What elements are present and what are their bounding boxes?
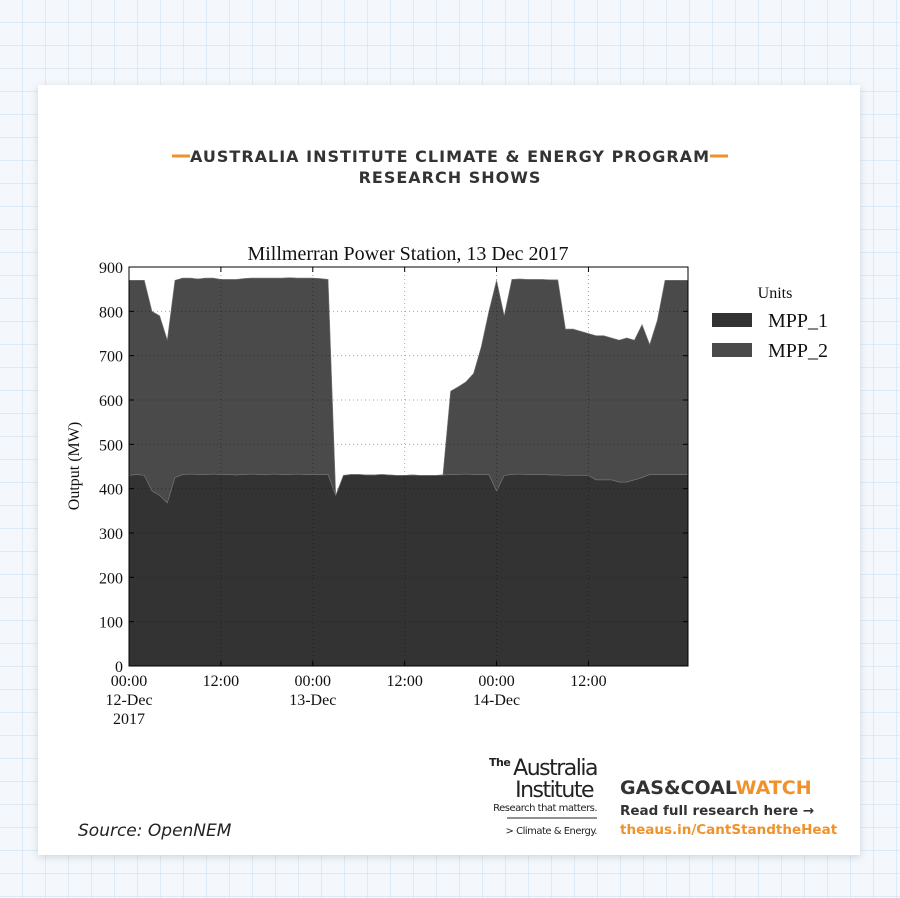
- x-tick-label-line: 00:00: [478, 673, 514, 690]
- logo-line2: Institute: [515, 778, 594, 803]
- y-tick-label: 200: [99, 570, 123, 587]
- y-tick-label: 0: [115, 659, 123, 676]
- logo-line1: Australia: [513, 756, 597, 781]
- x-tick-label: 00:00 14-Dec: [473, 673, 520, 709]
- legend-label: MPP_2: [768, 340, 828, 362]
- legend-label: MPP_1: [768, 310, 828, 332]
- y-tick-label: 400: [99, 482, 123, 499]
- y-tick-label: 300: [99, 526, 123, 543]
- x-tick-label: 12:00: [386, 673, 422, 690]
- logo-the: The: [489, 756, 510, 769]
- x-tick-label-line: 00:00: [111, 673, 147, 690]
- y-tick-label: 900: [99, 260, 123, 277]
- legend-title: Units: [758, 285, 793, 302]
- brand: GAS&COALWATCH: [620, 777, 812, 799]
- y-tick-label: 700: [99, 349, 123, 366]
- chart-title: Millmerran Power Station, 13 Dec 2017: [247, 243, 568, 265]
- brand-part1: GAS&COAL: [620, 777, 737, 799]
- brand-part2: WATCH: [735, 777, 811, 799]
- source: Source: OpenNEM: [78, 821, 232, 841]
- x-tick-label-line: 00:00: [295, 673, 331, 690]
- legend-swatch: [712, 313, 752, 327]
- header-title: AUSTRALIA INSTITUTE CLIMATE & ENERGY PRO…: [190, 147, 710, 166]
- y-tick-label: 100: [99, 615, 123, 632]
- plot-frame: [128, 266, 689, 667]
- x-tick-label: 00:00 13-Dec: [289, 673, 336, 709]
- x-tick-label-line: 12:00: [570, 673, 606, 690]
- legend-swatch: [712, 343, 752, 357]
- x-tick-label: 12:00: [203, 673, 239, 690]
- cta: Read full research here →: [620, 803, 814, 819]
- y-tick-label: 800: [99, 304, 123, 321]
- y-tick-label: 600: [99, 393, 123, 410]
- logo-tagline: Research that matters.: [493, 803, 597, 814]
- x-tick-label-line: 12:00: [203, 673, 239, 690]
- x-tick-label-line: 12-Dec: [105, 692, 152, 709]
- logo-program: > Climate & Energy.: [506, 826, 598, 837]
- area: [128, 473, 689, 667]
- x-tick-label: 12:00: [570, 673, 606, 690]
- chart: Millmerran Power Station, 13 Dec 2017 Ou…: [66, 243, 828, 728]
- header-subtitle: RESEARCH SHOWS: [359, 168, 542, 187]
- x-tick-label: 00:00 12-Dec 2017: [105, 673, 152, 728]
- link[interactable]: theaus.in/CantStandtheHeat: [620, 822, 838, 838]
- x-tick-label-line: 13-Dec: [289, 692, 336, 709]
- x-tick-label-line: 2017: [113, 711, 145, 728]
- y-tick-label: 500: [99, 437, 123, 454]
- x-tick-label-line: 12:00: [386, 673, 422, 690]
- y-axis-label: Output (MW): [66, 422, 83, 510]
- x-tick-label-line: 14-Dec: [473, 692, 520, 709]
